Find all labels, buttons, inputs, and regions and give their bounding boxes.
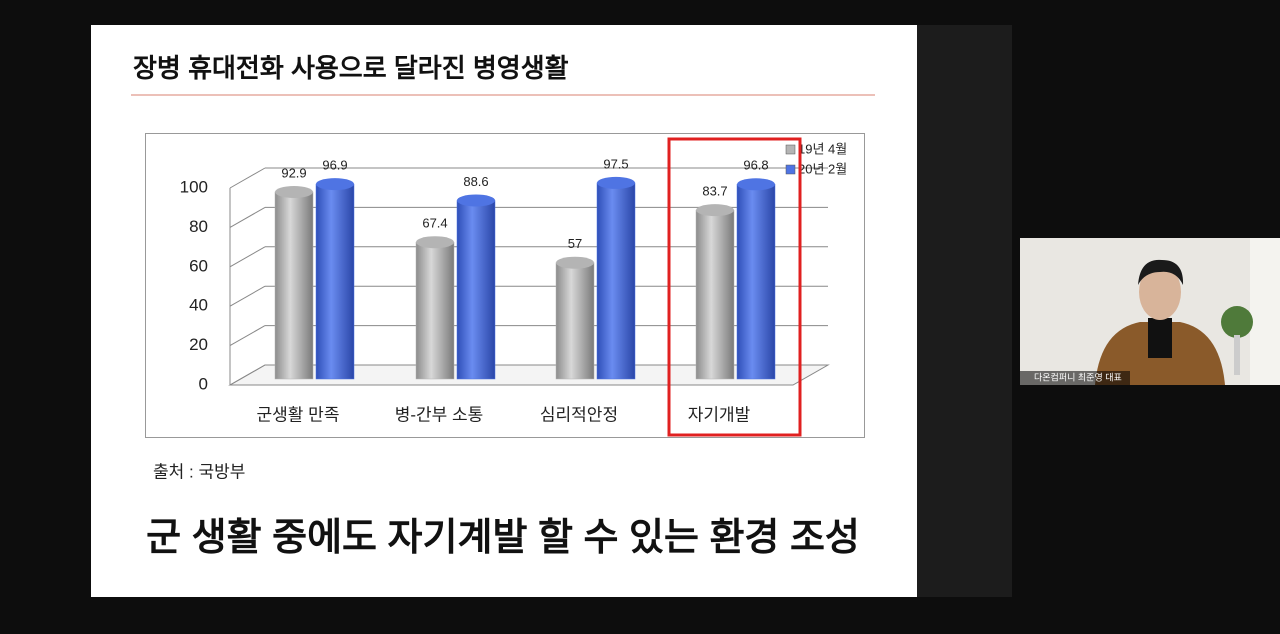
x-tick-label: 군생활 만족 [257,405,340,424]
x-tick-label: 병-간부 소통 [395,405,484,424]
bar-top [696,204,734,217]
slide-title: 장병 휴대전화 사용으로 달라진 병영생활 [133,53,569,83]
bar [555,262,595,380]
legend-label: 20년 2월 [798,161,847,176]
participant-label: 다온컴퍼니 최준영 대표 [1034,371,1122,382]
caption: 군 생활 중에도 자기계발 할 수 있는 환경 조성 [146,517,860,559]
plant-stand [1234,335,1240,375]
grid-line [229,364,266,386]
person-shirt [1148,318,1172,358]
wall [1250,238,1280,385]
bar [274,191,314,380]
video-tile: 다온컴퍼니 최준영 대표 [1020,238,1280,385]
value-label: 67.4 [422,216,447,231]
chart: 0 20 40 60 80 100 군생활 만족 92.9 96.9 병-간부 소통 67.4 88.… [180,137,847,437]
y-tick-label: 20 [189,335,208,354]
person-head [1139,264,1181,320]
legend-swatch [785,164,796,175]
bar [315,183,355,380]
grid-line [229,206,266,228]
label-bg [1020,371,1130,385]
value-label: 96.8 [743,158,768,173]
highlight-box [667,137,802,437]
value-label: 96.9 [322,158,347,173]
legend-swatch [785,144,796,155]
bar-top [316,178,354,191]
y-tick-label: 80 [189,217,208,236]
value-label: 92.9 [281,165,306,180]
y-tick-label: 40 [189,296,208,315]
value-label: 57 [568,236,582,251]
share-area [917,25,1012,597]
bar-top [457,194,495,207]
bar-top [597,176,635,189]
bar [596,182,636,380]
bar [415,241,455,380]
bar-top [737,178,775,191]
y-tick-label: 60 [189,256,208,275]
grid-line [229,246,266,268]
grid-line [229,325,266,347]
source: 출처 : 국방부 [153,462,245,481]
x-tick-label: 자기개발 [688,405,751,424]
bar [456,200,496,380]
grid-line [229,167,266,189]
bar [736,184,776,380]
y-tick-label: 100 [180,177,208,196]
bar [695,209,735,380]
person-hair [1138,259,1184,285]
bar-top [275,185,313,198]
y-tick-label: 0 [199,374,208,393]
grid-line [229,285,266,307]
value-label: 83.7 [702,184,727,199]
legend-label: 19년 4월 [798,141,847,156]
bar-top [416,236,454,249]
value-label: 97.5 [603,156,628,171]
plant [1221,306,1253,338]
value-label: 88.6 [463,174,488,189]
x-tick-label: 심리적안정 [540,405,618,424]
bar-top [556,256,594,269]
